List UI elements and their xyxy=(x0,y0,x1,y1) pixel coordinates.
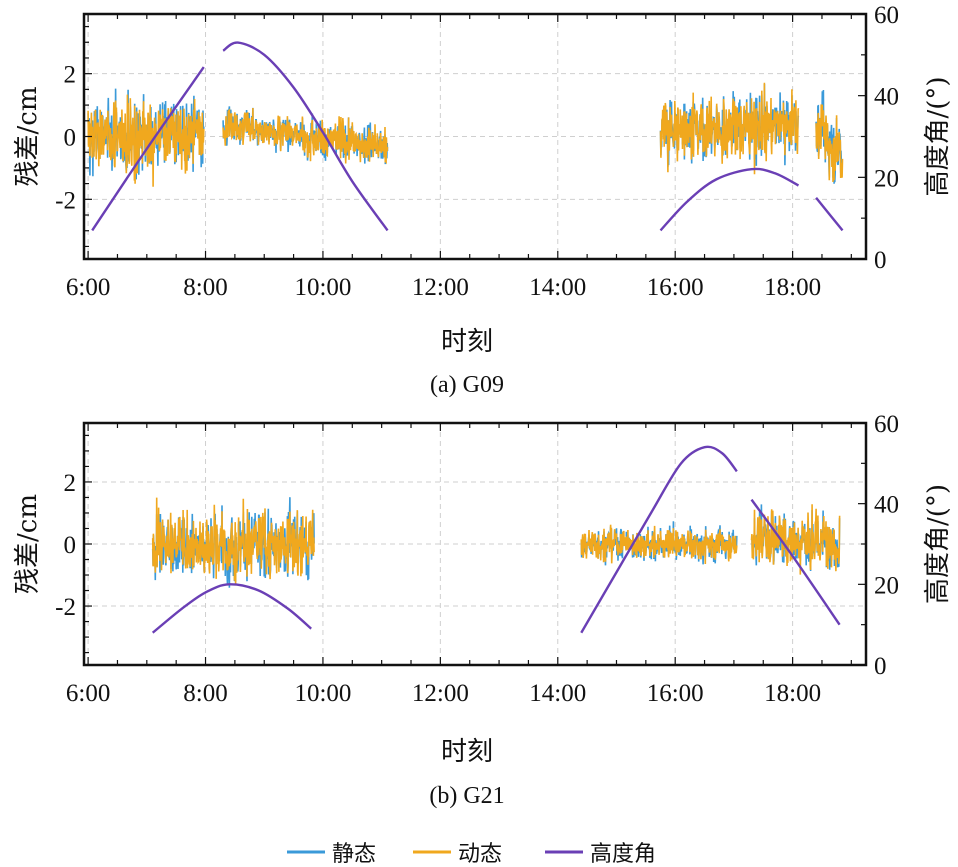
x-tick-label: 18:00 xyxy=(764,680,821,707)
x-tick-label: 14:00 xyxy=(529,274,586,301)
y-axis-label: 残差/cm xyxy=(13,87,43,187)
legend-label: 静态 xyxy=(332,842,376,867)
y2-tick-label: 40 xyxy=(874,84,899,111)
y-tick-label: -2 xyxy=(55,187,76,214)
y-tick-label: 0 xyxy=(64,532,77,559)
x-tick-label: 10:00 xyxy=(294,680,351,707)
x-axis-label: 时刻 xyxy=(441,737,493,767)
elevation-line xyxy=(91,66,205,232)
x-tick-label: 12:00 xyxy=(412,680,469,707)
legend-label: 动态 xyxy=(458,842,502,867)
y2-tick-label: 20 xyxy=(874,572,899,599)
dynamic-residual-line xyxy=(659,82,800,175)
dynamic-residual-line xyxy=(87,94,205,187)
y2-tick-label: 0 xyxy=(874,653,887,680)
x-tick-label: 10:00 xyxy=(294,274,351,301)
elevation-line xyxy=(151,583,312,634)
elevation-line xyxy=(659,167,800,232)
x-axis-label: 时刻 xyxy=(441,327,493,357)
legend: 静态 动态 高度角 xyxy=(287,842,656,867)
dynamic-residual-line xyxy=(750,504,841,575)
x-tick-label: 14:00 xyxy=(529,680,586,707)
y-tick-label: 2 xyxy=(64,470,77,497)
dynamic-residual-line xyxy=(222,107,389,165)
x-tick-label: 6:00 xyxy=(66,680,110,707)
panel-b: 6:00 8:00 10:00 12:00 14:00 16:00 18:00-202020… xyxy=(13,411,953,809)
elevation-line xyxy=(750,498,841,626)
dynamic-residual-line xyxy=(815,104,844,183)
legend-label: 高度角 xyxy=(590,842,656,867)
elevation-line xyxy=(815,196,844,232)
x-tick-label: 16:00 xyxy=(647,274,704,301)
x-tick-label: 6:00 xyxy=(66,274,110,301)
y-axis-label: 残差/cm xyxy=(13,494,43,594)
y2-tick-label: 40 xyxy=(874,492,899,519)
dynamic-residual-line xyxy=(151,497,315,586)
elevation-line xyxy=(222,41,389,232)
dynamic-residual-line xyxy=(580,524,738,565)
x-tick-label: 16:00 xyxy=(647,680,704,707)
x-tick-label: 8:00 xyxy=(183,680,227,707)
y2-tick-label: 60 xyxy=(874,411,899,438)
panel-caption: (b) G21 xyxy=(429,783,504,809)
y2-tick-label: 20 xyxy=(874,165,899,192)
x-tick-label: 18:00 xyxy=(764,274,821,301)
y2-axis-label: 高度角/(°) xyxy=(923,76,953,196)
y-tick-label: 2 xyxy=(64,62,77,89)
y-tick-label: 0 xyxy=(64,125,77,152)
panel-a: 6:00 8:00 10:00 12:00 14:00 16:00 18:00-202020… xyxy=(13,2,953,398)
elevation-line xyxy=(580,445,738,634)
x-tick-label: 12:00 xyxy=(412,274,469,301)
y2-tick-label: 0 xyxy=(874,247,887,274)
panel-caption: (a) G09 xyxy=(430,372,504,398)
y2-axis-label: 高度角/(°) xyxy=(923,484,953,604)
x-tick-label: 8:00 xyxy=(183,274,227,301)
y-tick-label: -2 xyxy=(55,594,76,621)
y2-tick-label: 60 xyxy=(874,2,899,29)
